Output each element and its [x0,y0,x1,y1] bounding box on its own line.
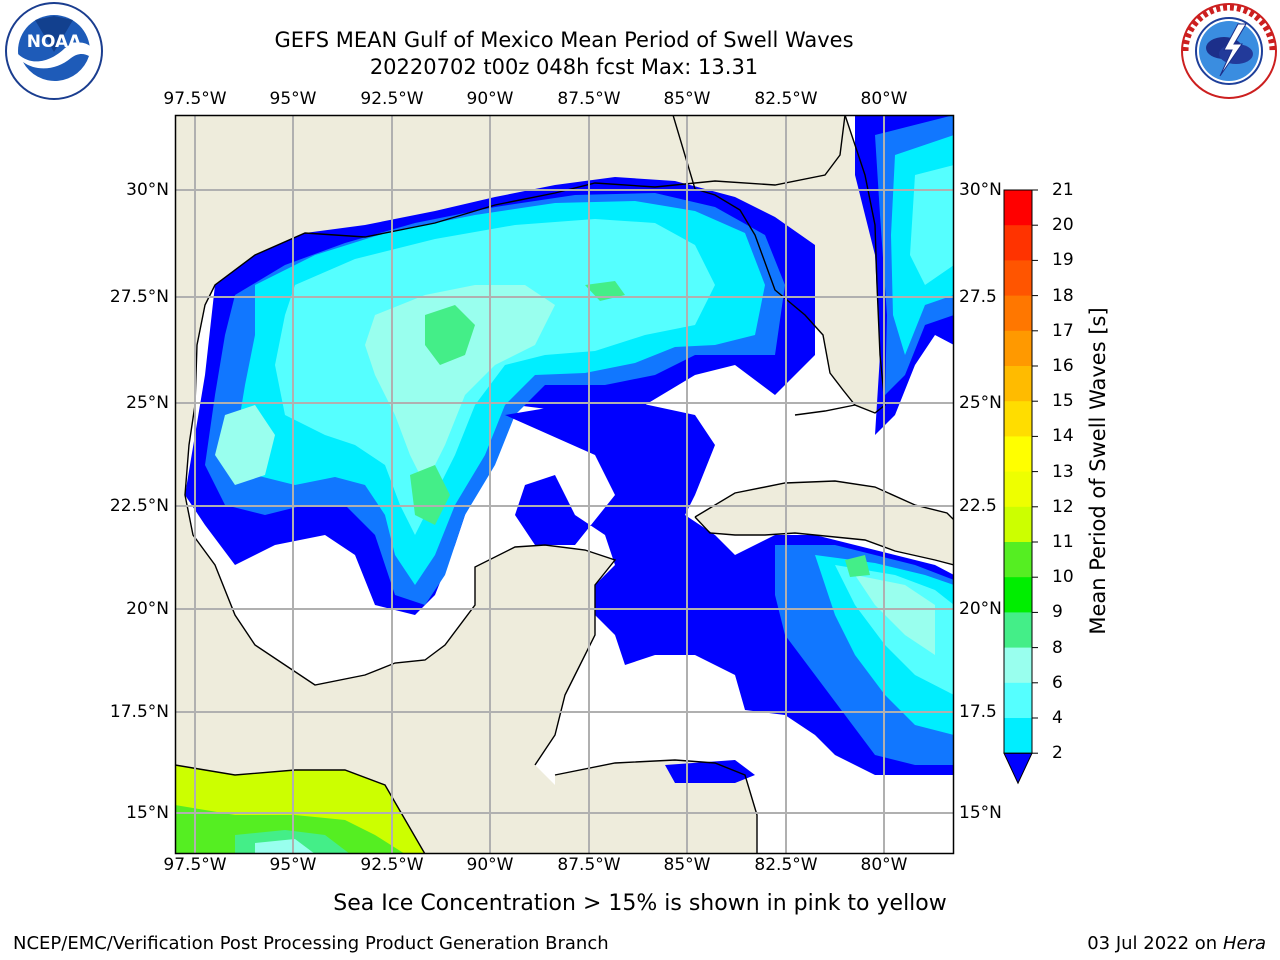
lat-tick-label: 17.5°N [109,702,169,722]
lat-tick-label: 25°N [126,393,169,413]
noaa-logo-text: NOAA [26,32,82,52]
colorbar-band [1004,577,1032,613]
colorbar-band [1004,436,1032,473]
colorbar-band [1004,260,1032,297]
graticule [175,115,954,854]
lon-tick-label: 82.5°W [754,89,818,109]
colorbar-tick-label: 8 [1052,637,1063,658]
lat-tick-label: 17.5 [959,702,997,722]
lat-tick-label: 22.5°N [109,496,169,516]
colorbar-band [1004,506,1032,543]
lon-tick-label: 92.5°W [360,89,424,109]
lon-tick-label: 90°W [466,855,514,875]
colorbar-tick-label: 14 [1052,426,1074,447]
lon-tick-label: 95°W [269,855,317,875]
colorbar-band [1004,295,1032,332]
swell-caribbean [505,400,954,783]
colorbar-tick-label: 10 [1052,567,1074,588]
colorbar-tick-label: 19 [1052,250,1074,271]
colorbar-tick-label: 20 [1052,215,1074,236]
nws-emblem-icon [1181,3,1277,99]
lat-tick-label: 25°N [959,393,1002,413]
colorbar-band [1004,330,1032,367]
land-cuba [695,481,954,565]
lon-tick-label: 87.5°W [557,89,621,109]
colorbar-tick-label: 17 [1052,320,1074,341]
footer-date: 03 Jul 2022 on [1087,933,1223,954]
lat-tick-label: 30°N [126,180,169,200]
swell-pacific [175,765,425,854]
colorbar-tick-label: 9 [1052,602,1063,623]
lon-tick-label: 80°W [860,855,908,875]
lon-tick-label: 87.5°W [557,855,621,875]
colorbar-band [1004,366,1032,402]
colorbar-band [1004,718,1032,754]
chart-subtitle: 20220702 t00z 048h fcst Max: 13.31 [369,55,759,79]
lon-tick-label: 97.5°W [163,855,227,875]
colorbar-tick-label: 15 [1052,391,1074,412]
colorbar-band [1004,471,1032,508]
lat-tick-label: 20°N [126,599,169,619]
lat-tick-label: 27.5 [959,287,997,307]
lon-tick-label: 92.5°W [360,855,424,875]
lon-tick-label: 97.5°W [163,89,227,109]
lon-tick-label: 95°W [269,89,317,109]
land-central-america [555,760,757,854]
lon-tick-label: 90°W [466,89,514,109]
noaa-emblem-icon [5,2,103,100]
colorbar-tick-label: 4 [1052,708,1063,728]
colorbar-band [1004,647,1032,684]
colorbar-tick-label: 11 [1052,532,1074,552]
map-panel [174,114,955,855]
sea-ice-note: Sea Ice Concentration > 15% is shown in … [333,891,947,916]
colorbar-tick-label: 2 [1052,743,1063,764]
lon-tick-label: 82.5°W [754,855,818,875]
footer-left: NCEP/EMC/Verification Post Processing Pr… [13,933,609,954]
colorbar-band [1004,542,1032,578]
colorbar-tick-label: 21 [1052,180,1074,200]
lat-tick-label: 22.5 [959,496,997,516]
noaa-logo: NOAA [5,2,103,100]
lat-tick-label: 27.5°N [109,287,169,307]
colorbar-extend-triangle [1003,752,1033,785]
colorbar-tick-label: 6 [1052,672,1063,693]
lat-tick-label: 20°N [959,599,1002,619]
footer-right: 03 Jul 2022 on Hera [1087,933,1266,954]
lon-tick-label: 85°W [663,89,711,109]
colorbar-tick-label: 16 [1052,356,1074,376]
colorbar-band [1004,190,1032,226]
colorbar-tick-label: 12 [1052,496,1074,517]
nws-logo [1180,2,1278,100]
lon-tick-label: 85°W [663,855,711,875]
colorbar-band [1004,225,1032,261]
footer-host: Hera [1222,933,1266,954]
colorbar [1003,189,1038,785]
lat-tick-label: 15°N [126,803,169,823]
chart-title: GEFS MEAN Gulf of Mexico Mean Period of … [274,28,854,52]
colorbar-band [1004,612,1032,649]
colorbar-tick-label: 13 [1052,461,1074,482]
colorbar-band [1004,401,1032,437]
lat-tick-label: 30°N [959,180,1002,200]
colorbar-title: Mean Period of Swell Waves [s] [1086,307,1110,635]
lon-tick-label: 80°W [860,89,908,109]
lat-tick-label: 15°N [959,803,1002,823]
colorbar-tick-label: 18 [1052,285,1074,306]
colorbar-band [1004,682,1032,719]
